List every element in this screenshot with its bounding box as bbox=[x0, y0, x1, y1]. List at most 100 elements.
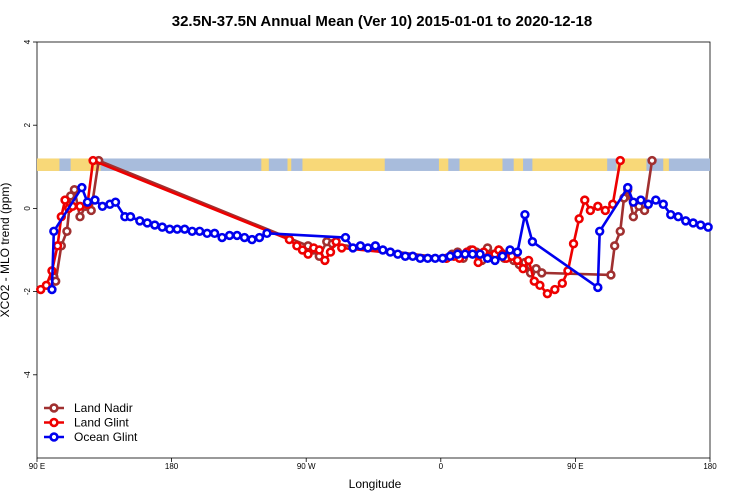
series-ocean-glint bbox=[47, 182, 713, 295]
data-point bbox=[512, 255, 523, 266]
data-point bbox=[527, 236, 538, 247]
data-point bbox=[512, 247, 523, 257]
y-tick-label: -4 bbox=[23, 371, 32, 379]
data-point bbox=[609, 241, 620, 251]
data-point bbox=[574, 214, 584, 224]
y-tick-label: 2 bbox=[23, 122, 32, 127]
data-point bbox=[224, 230, 235, 241]
data-point bbox=[254, 232, 265, 243]
data-point bbox=[482, 253, 493, 264]
data-point bbox=[77, 182, 87, 193]
data-point bbox=[615, 226, 625, 236]
land-segment bbox=[532, 158, 608, 171]
data-point bbox=[62, 226, 72, 236]
data-point bbox=[355, 241, 366, 251]
land-segment bbox=[513, 158, 524, 171]
data-point bbox=[673, 212, 683, 222]
data-point bbox=[52, 241, 63, 251]
data-point bbox=[385, 247, 396, 257]
data-point bbox=[535, 280, 545, 291]
data-point bbox=[340, 232, 351, 243]
legend-label: Ocean Glint bbox=[74, 430, 138, 444]
land-segment bbox=[37, 158, 60, 171]
data-point bbox=[320, 255, 330, 266]
axes: -4 -2 0 2 4 90 E 180 90 W 0 90 E 180 bbox=[23, 39, 717, 471]
data-point bbox=[337, 243, 347, 253]
land-segment bbox=[287, 158, 292, 171]
data-point bbox=[239, 232, 250, 243]
data-point bbox=[172, 224, 182, 234]
data-point bbox=[125, 212, 136, 222]
legend-marker bbox=[49, 417, 59, 428]
data-point bbox=[430, 253, 440, 264]
data-point bbox=[643, 199, 654, 209]
data-point bbox=[520, 209, 530, 220]
plot-frame bbox=[36, 41, 711, 459]
series-line bbox=[39, 159, 622, 295]
data-point bbox=[400, 251, 410, 261]
data-point bbox=[580, 195, 590, 205]
x-tick-label: 90 E bbox=[29, 462, 45, 471]
data-point bbox=[262, 228, 272, 239]
data-point bbox=[150, 220, 160, 230]
data-point bbox=[550, 284, 560, 295]
y-tick-label: -2 bbox=[23, 287, 32, 295]
x-tick-label: 0 bbox=[439, 462, 444, 471]
data-point bbox=[90, 195, 100, 205]
data-point bbox=[110, 197, 121, 207]
data-point bbox=[179, 224, 190, 234]
data-point bbox=[518, 264, 528, 274]
data-point bbox=[680, 216, 691, 226]
data-point bbox=[82, 197, 93, 207]
data-point bbox=[142, 218, 152, 228]
data-point bbox=[615, 155, 625, 166]
data-point bbox=[209, 228, 220, 239]
data-point bbox=[651, 195, 661, 205]
x-tick-label: 90 W bbox=[297, 462, 316, 471]
data-point bbox=[537, 268, 547, 278]
data-point bbox=[658, 199, 668, 209]
data-point bbox=[628, 212, 639, 222]
data-point bbox=[703, 222, 713, 232]
data-point bbox=[370, 241, 381, 251]
series-land-glint bbox=[36, 155, 625, 299]
data-point bbox=[593, 282, 603, 293]
data-point bbox=[460, 249, 470, 259]
data-point bbox=[542, 288, 553, 299]
legend-marker bbox=[49, 403, 59, 413]
y-tick-label: 0 bbox=[23, 206, 32, 211]
x-tick-label: 90 E bbox=[567, 462, 583, 471]
data-point bbox=[568, 239, 579, 249]
land-ocean-band bbox=[37, 158, 710, 171]
data-point bbox=[202, 228, 212, 239]
data-point bbox=[647, 155, 657, 166]
data-point bbox=[408, 251, 418, 261]
data-point bbox=[69, 184, 80, 195]
data-point bbox=[75, 201, 85, 212]
x-tick-label: 180 bbox=[703, 462, 717, 471]
data-point bbox=[135, 216, 145, 226]
legend-marker bbox=[49, 432, 59, 442]
data-point bbox=[284, 234, 295, 245]
data-point bbox=[557, 278, 568, 288]
data-point bbox=[232, 230, 242, 241]
data-point bbox=[473, 257, 483, 268]
data-point bbox=[523, 255, 534, 266]
y-tick-label: 4 bbox=[23, 39, 32, 44]
data-point bbox=[325, 247, 336, 257]
data-point bbox=[452, 249, 463, 259]
land-segment bbox=[261, 158, 269, 171]
y-axis-label: XCO2 - MLO trend (ppm) bbox=[0, 183, 12, 318]
data-point bbox=[217, 232, 227, 243]
data-point bbox=[97, 201, 108, 212]
data-point bbox=[688, 218, 698, 228]
data-point bbox=[497, 251, 508, 261]
land-segment bbox=[663, 158, 669, 171]
data-point bbox=[628, 197, 639, 207]
data-point bbox=[585, 205, 596, 216]
data-point bbox=[331, 236, 341, 247]
data-point bbox=[49, 226, 59, 236]
data-point bbox=[490, 255, 500, 266]
legend-item: Ocean Glint bbox=[44, 430, 138, 444]
